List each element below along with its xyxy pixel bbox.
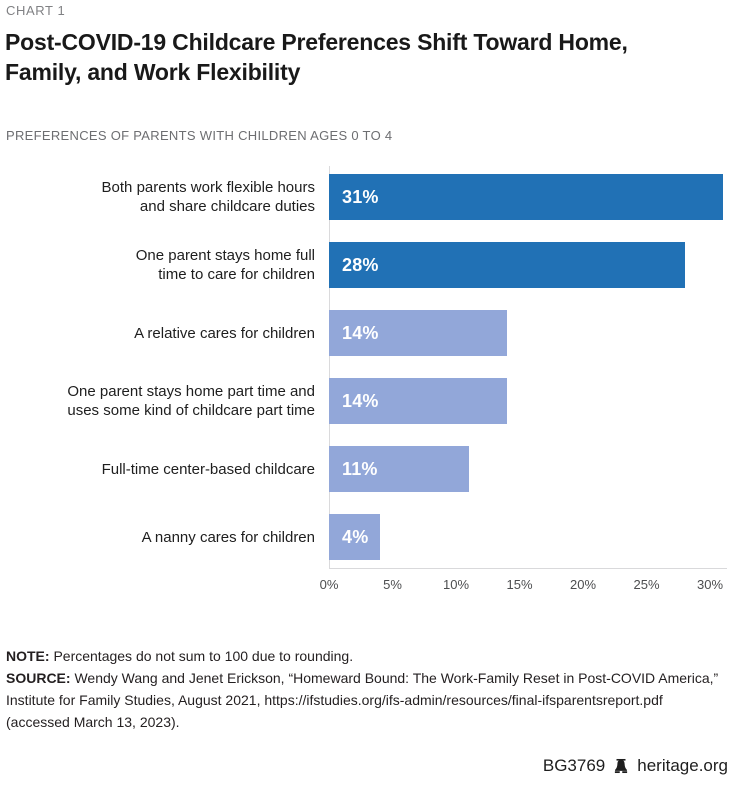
bar-track: 14% xyxy=(329,310,728,356)
bar-track: 4% xyxy=(329,514,728,560)
bar: 14% xyxy=(329,378,507,424)
bar-category-label: Full-time center-based childcare xyxy=(101,460,315,478)
note-line: NOTE: Percentages do not sum to 100 due … xyxy=(6,645,722,667)
bar-category-label: Both parents work flexible hours and sha… xyxy=(101,179,315,215)
source-text: Wendy Wang and Jenet Erickson, “Homeward… xyxy=(6,670,719,730)
x-tick-label: 25% xyxy=(633,577,660,592)
bar-track: 11% xyxy=(329,446,728,492)
bar-value-label: 11% xyxy=(342,458,378,479)
bar-category-label: One parent stays home full time to care … xyxy=(135,247,315,283)
bar: 4% xyxy=(329,514,380,560)
x-tick-label: 30% xyxy=(696,577,724,592)
x-tick-label: 10% xyxy=(442,577,470,592)
source-line: SOURCE: Wendy Wang and Jenet Erickson, “… xyxy=(6,667,722,733)
bar-chart: Both parents work flexible hours and sha… xyxy=(6,166,728,595)
chart-title: Post-COVID-19 Childcare Preferences Shif… xyxy=(5,29,628,85)
chart-subtitle: PREFERENCES OF PARENTS WITH CHILDREN AGE… xyxy=(6,128,393,143)
bar-category-label: A nanny cares for children xyxy=(141,528,315,546)
bar-rows: Both parents work flexible hours and sha… xyxy=(6,166,728,560)
bar-row: A nanny cares for children 4% xyxy=(6,514,728,560)
bar-category-label: A relative cares for children xyxy=(134,324,315,342)
bar-row: One parent stays home full time to care … xyxy=(6,242,728,288)
bar: 28% xyxy=(329,242,685,288)
bar-value-label: 4% xyxy=(342,526,369,547)
bar-row: Both parents work flexible hours and sha… xyxy=(6,174,728,220)
bar-value-label: 28% xyxy=(342,254,379,275)
note-label: NOTE: xyxy=(6,648,50,664)
chart-kicker: CHART 1 xyxy=(6,3,66,18)
chart-notes: NOTE: Percentages do not sum to 100 due … xyxy=(6,645,722,733)
bar-value-label: 14% xyxy=(342,390,379,411)
bar-track: 28% xyxy=(329,242,728,288)
bar-value-label: 31% xyxy=(342,186,379,207)
bar: 31% xyxy=(329,174,723,220)
site-name: heritage.org xyxy=(637,756,728,775)
zero-baseline-gridline xyxy=(329,166,330,568)
x-tick-label: 20% xyxy=(569,577,597,592)
bar-row: A relative cares for children 14% xyxy=(6,310,728,356)
document-id: BG3769 xyxy=(542,756,606,775)
x-tick-label: 0% xyxy=(319,577,339,592)
x-tick-label: 15% xyxy=(506,577,533,592)
heritage-bell-icon xyxy=(612,757,630,775)
x-tick-label: 5% xyxy=(383,577,402,592)
bar: 14% xyxy=(329,310,507,356)
bar-row: One parent stays home part time and uses… xyxy=(6,378,728,424)
x-axis-line xyxy=(329,568,727,569)
bar-category-label: One parent stays home part time and uses… xyxy=(67,383,315,419)
bar-row: Full-time center-based childcare 11% xyxy=(6,446,728,492)
footer-branding: BG3769 heritage.org xyxy=(543,756,728,776)
bar-track: 14% xyxy=(329,378,728,424)
x-axis-ticks: 0% 5% 10% 15% 20% 25% 30% xyxy=(320,569,728,595)
note-text: Percentages do not sum to 100 due to rou… xyxy=(49,648,354,664)
bar-value-label: 14% xyxy=(342,322,379,343)
bar: 11% xyxy=(329,446,469,492)
source-label: SOURCE: xyxy=(6,670,71,686)
bar-track: 31% xyxy=(329,174,728,220)
